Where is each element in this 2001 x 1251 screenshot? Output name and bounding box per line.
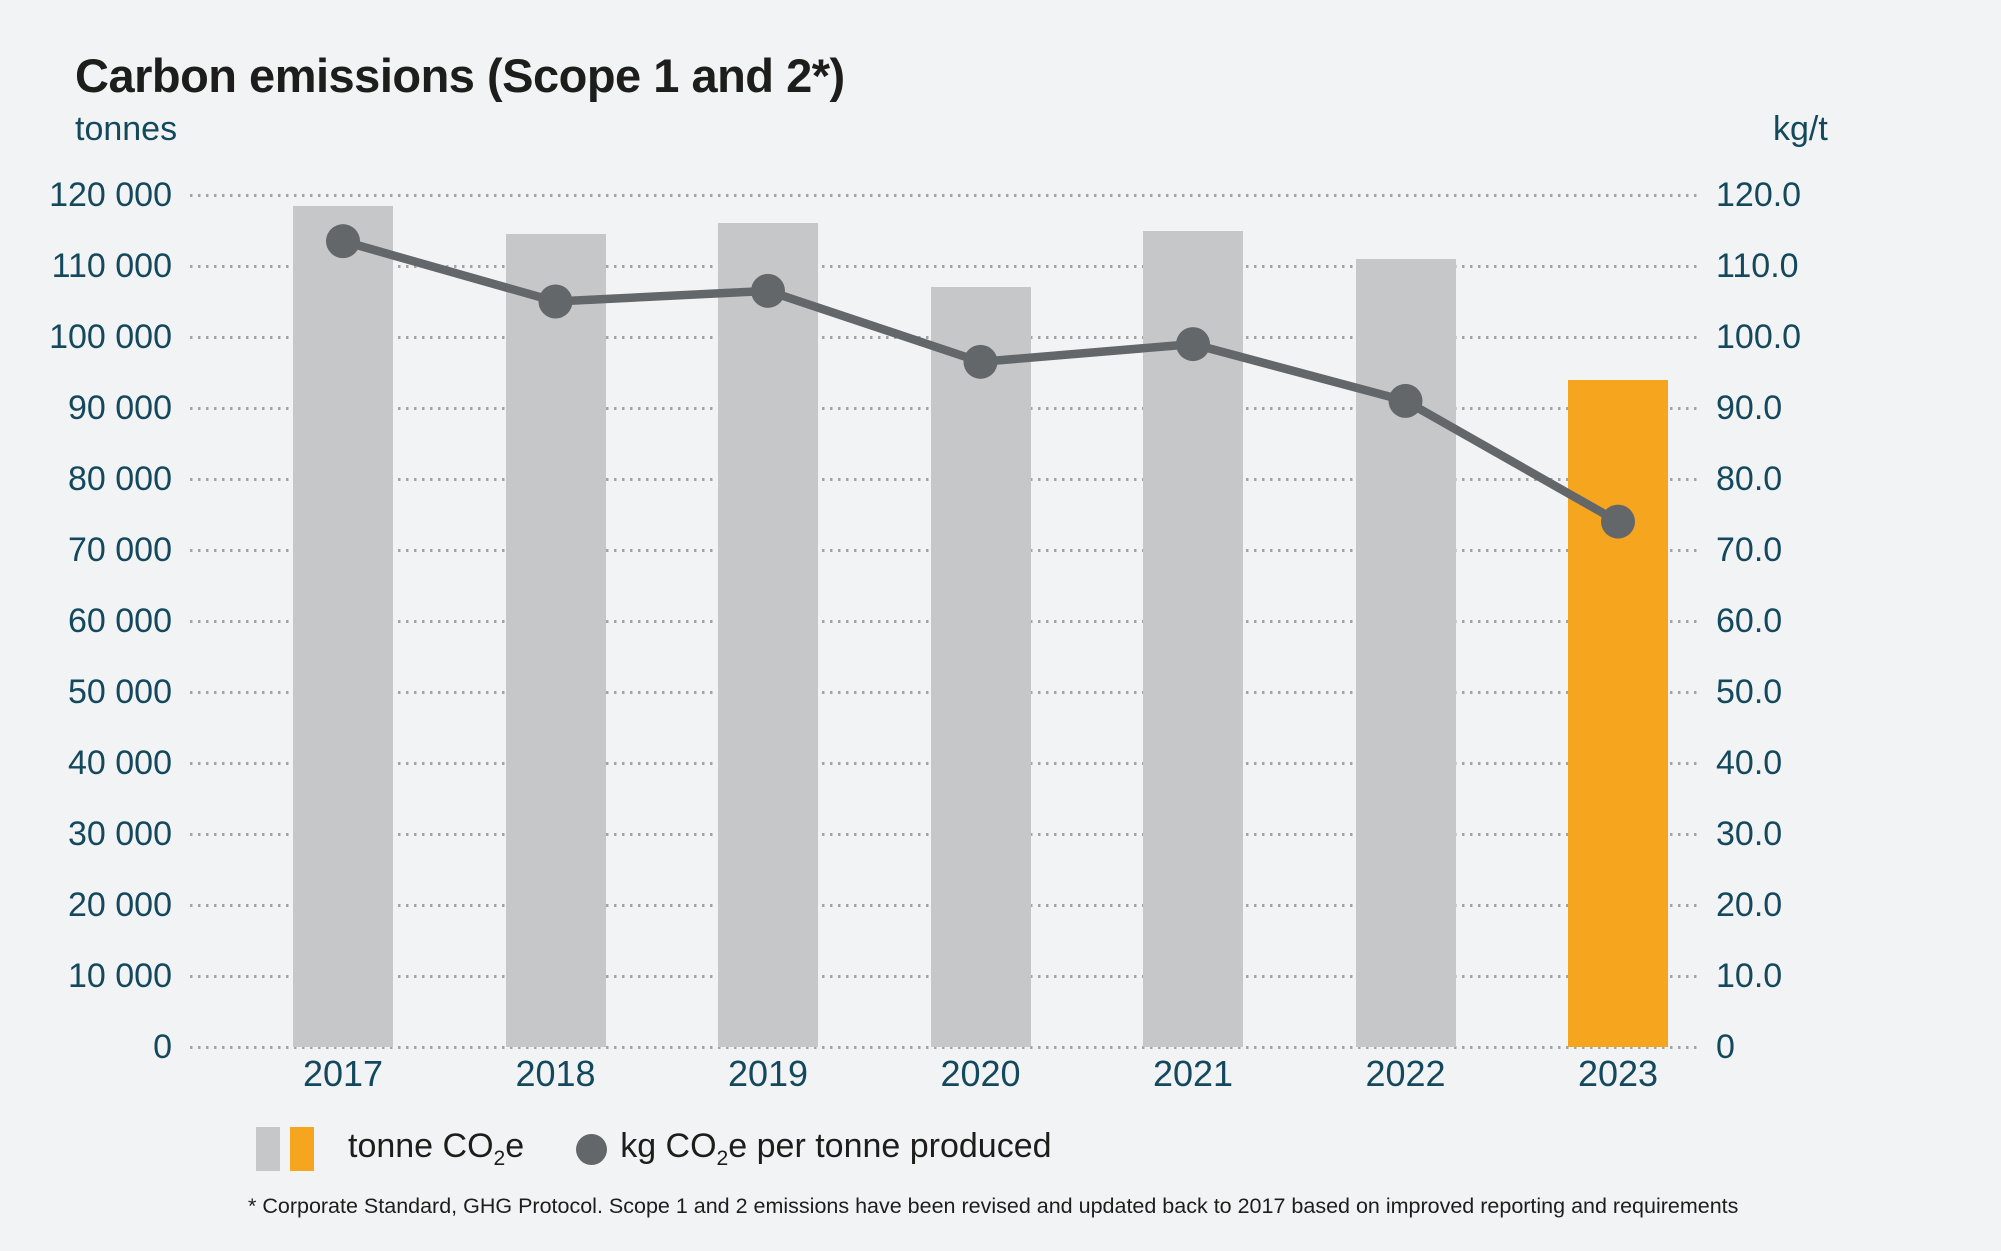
left-axis-tick: 10 000 bbox=[68, 957, 172, 995]
left-axis-tick: 60 000 bbox=[68, 602, 172, 640]
bar bbox=[293, 205, 393, 1047]
left-axis-tick: 0 bbox=[153, 1028, 172, 1066]
left-axis-tick: 30 000 bbox=[68, 815, 172, 853]
x-axis-label: 2019 bbox=[727, 1053, 809, 1094]
x-axis-label: 2017 bbox=[302, 1053, 384, 1094]
right-axis-unit: kg/t bbox=[1773, 110, 1828, 148]
legend-line-sub: 2 bbox=[716, 1146, 729, 1170]
left-axis-tick: 70 000 bbox=[68, 531, 172, 569]
right-axis-tick: 70.0 bbox=[1716, 531, 1783, 569]
legend-label-line: kg CO2e per tonne produced bbox=[620, 1127, 1051, 1171]
legend-bars-sub: 2 bbox=[493, 1146, 506, 1170]
left-axis-tick: 40 000 bbox=[68, 744, 172, 782]
left-axis-tick: 80 000 bbox=[68, 460, 172, 498]
legend-label-bars: tonne CO2e bbox=[348, 1127, 524, 1171]
left-axis-tick: 110 000 bbox=[51, 247, 172, 285]
legend: tonne CO2e kg CO2e per tonne produced bbox=[256, 1124, 1052, 1174]
right-axis-tick: 120.0 bbox=[1716, 176, 1802, 214]
bar-highlighted bbox=[1568, 379, 1668, 1047]
legend-bars-text: tonne CO bbox=[348, 1127, 494, 1166]
bar bbox=[505, 234, 606, 1047]
x-axis-label: 2018 bbox=[515, 1053, 596, 1094]
gridline bbox=[190, 264, 1702, 268]
footnote: * Corporate Standard, GHG Protocol. Scop… bbox=[248, 1194, 1739, 1218]
right-axis-tick: 90.0 bbox=[1716, 389, 1783, 427]
bar bbox=[930, 287, 1031, 1047]
right-axis-tick: 60.0 bbox=[1716, 602, 1783, 640]
trend-line-layer bbox=[326, 224, 1635, 539]
bar bbox=[1143, 230, 1243, 1047]
line-point bbox=[963, 344, 998, 379]
plot-area bbox=[190, 193, 1702, 1049]
right-axis-tick: 20.0 bbox=[1716, 886, 1783, 924]
right-axis-tick: 80.0 bbox=[1716, 460, 1783, 498]
gridline bbox=[190, 1045, 1702, 1049]
x-axis-label: 2022 bbox=[1365, 1053, 1446, 1094]
right-axis-tick: 10.0 bbox=[1716, 957, 1783, 995]
line-point bbox=[538, 284, 573, 319]
gridline bbox=[190, 193, 1702, 197]
right-axis-tick: 50.0 bbox=[1716, 673, 1783, 711]
x-axis-label: 2023 bbox=[1577, 1053, 1659, 1094]
bar bbox=[718, 223, 818, 1047]
line-point bbox=[1388, 383, 1423, 418]
x-axis-label: 2020 bbox=[940, 1053, 1021, 1094]
left-axis-tick: 90 000 bbox=[68, 389, 172, 427]
legend-swatch-orange bbox=[290, 1127, 314, 1171]
left-axis-tick: 50 000 bbox=[68, 673, 172, 711]
left-axis-tick: 100 000 bbox=[49, 318, 172, 356]
right-axis-tick: 110.0 bbox=[1716, 247, 1799, 285]
line-point bbox=[1601, 504, 1635, 539]
left-axis-ticks: 120 000 110 000 100 000 90 000 80 000 70 000 6… bbox=[38, 176, 172, 1066]
line-point bbox=[1176, 327, 1210, 362]
line-point bbox=[751, 273, 785, 308]
left-axis-unit: tonnes bbox=[75, 110, 178, 148]
legend-line-text: kg CO bbox=[620, 1127, 717, 1166]
trend-line bbox=[341, 237, 1621, 526]
right-axis-tick: 100.0 bbox=[1716, 318, 1802, 356]
x-axis-label: 2021 bbox=[1152, 1053, 1234, 1094]
x-axis-labels: 2017 2018 2019 2020 2021 2022 2023 bbox=[190, 1053, 1702, 1097]
right-axis-ticks: 120.0 110.0 100.0 90.0 80.0 70.0 60.0 50.0 40.0 3… bbox=[1716, 176, 1916, 1066]
legend-bars-text-end: e bbox=[505, 1127, 525, 1166]
left-axis-tick: 120 000 bbox=[49, 176, 172, 214]
right-axis-tick: 0 bbox=[1716, 1028, 1735, 1066]
right-axis-tick: 30.0 bbox=[1716, 815, 1783, 853]
left-axis-tick: 20 000 bbox=[68, 886, 172, 924]
chart-title: Carbon emissions (Scope 1 and 2*) bbox=[75, 49, 845, 102]
line-point bbox=[326, 224, 360, 259]
legend-line-marker bbox=[576, 1133, 608, 1165]
legend-swatch-gray bbox=[256, 1127, 280, 1171]
legend-line-text-end: e per tonne produced bbox=[728, 1127, 1052, 1166]
right-axis-tick: 40.0 bbox=[1716, 744, 1783, 782]
